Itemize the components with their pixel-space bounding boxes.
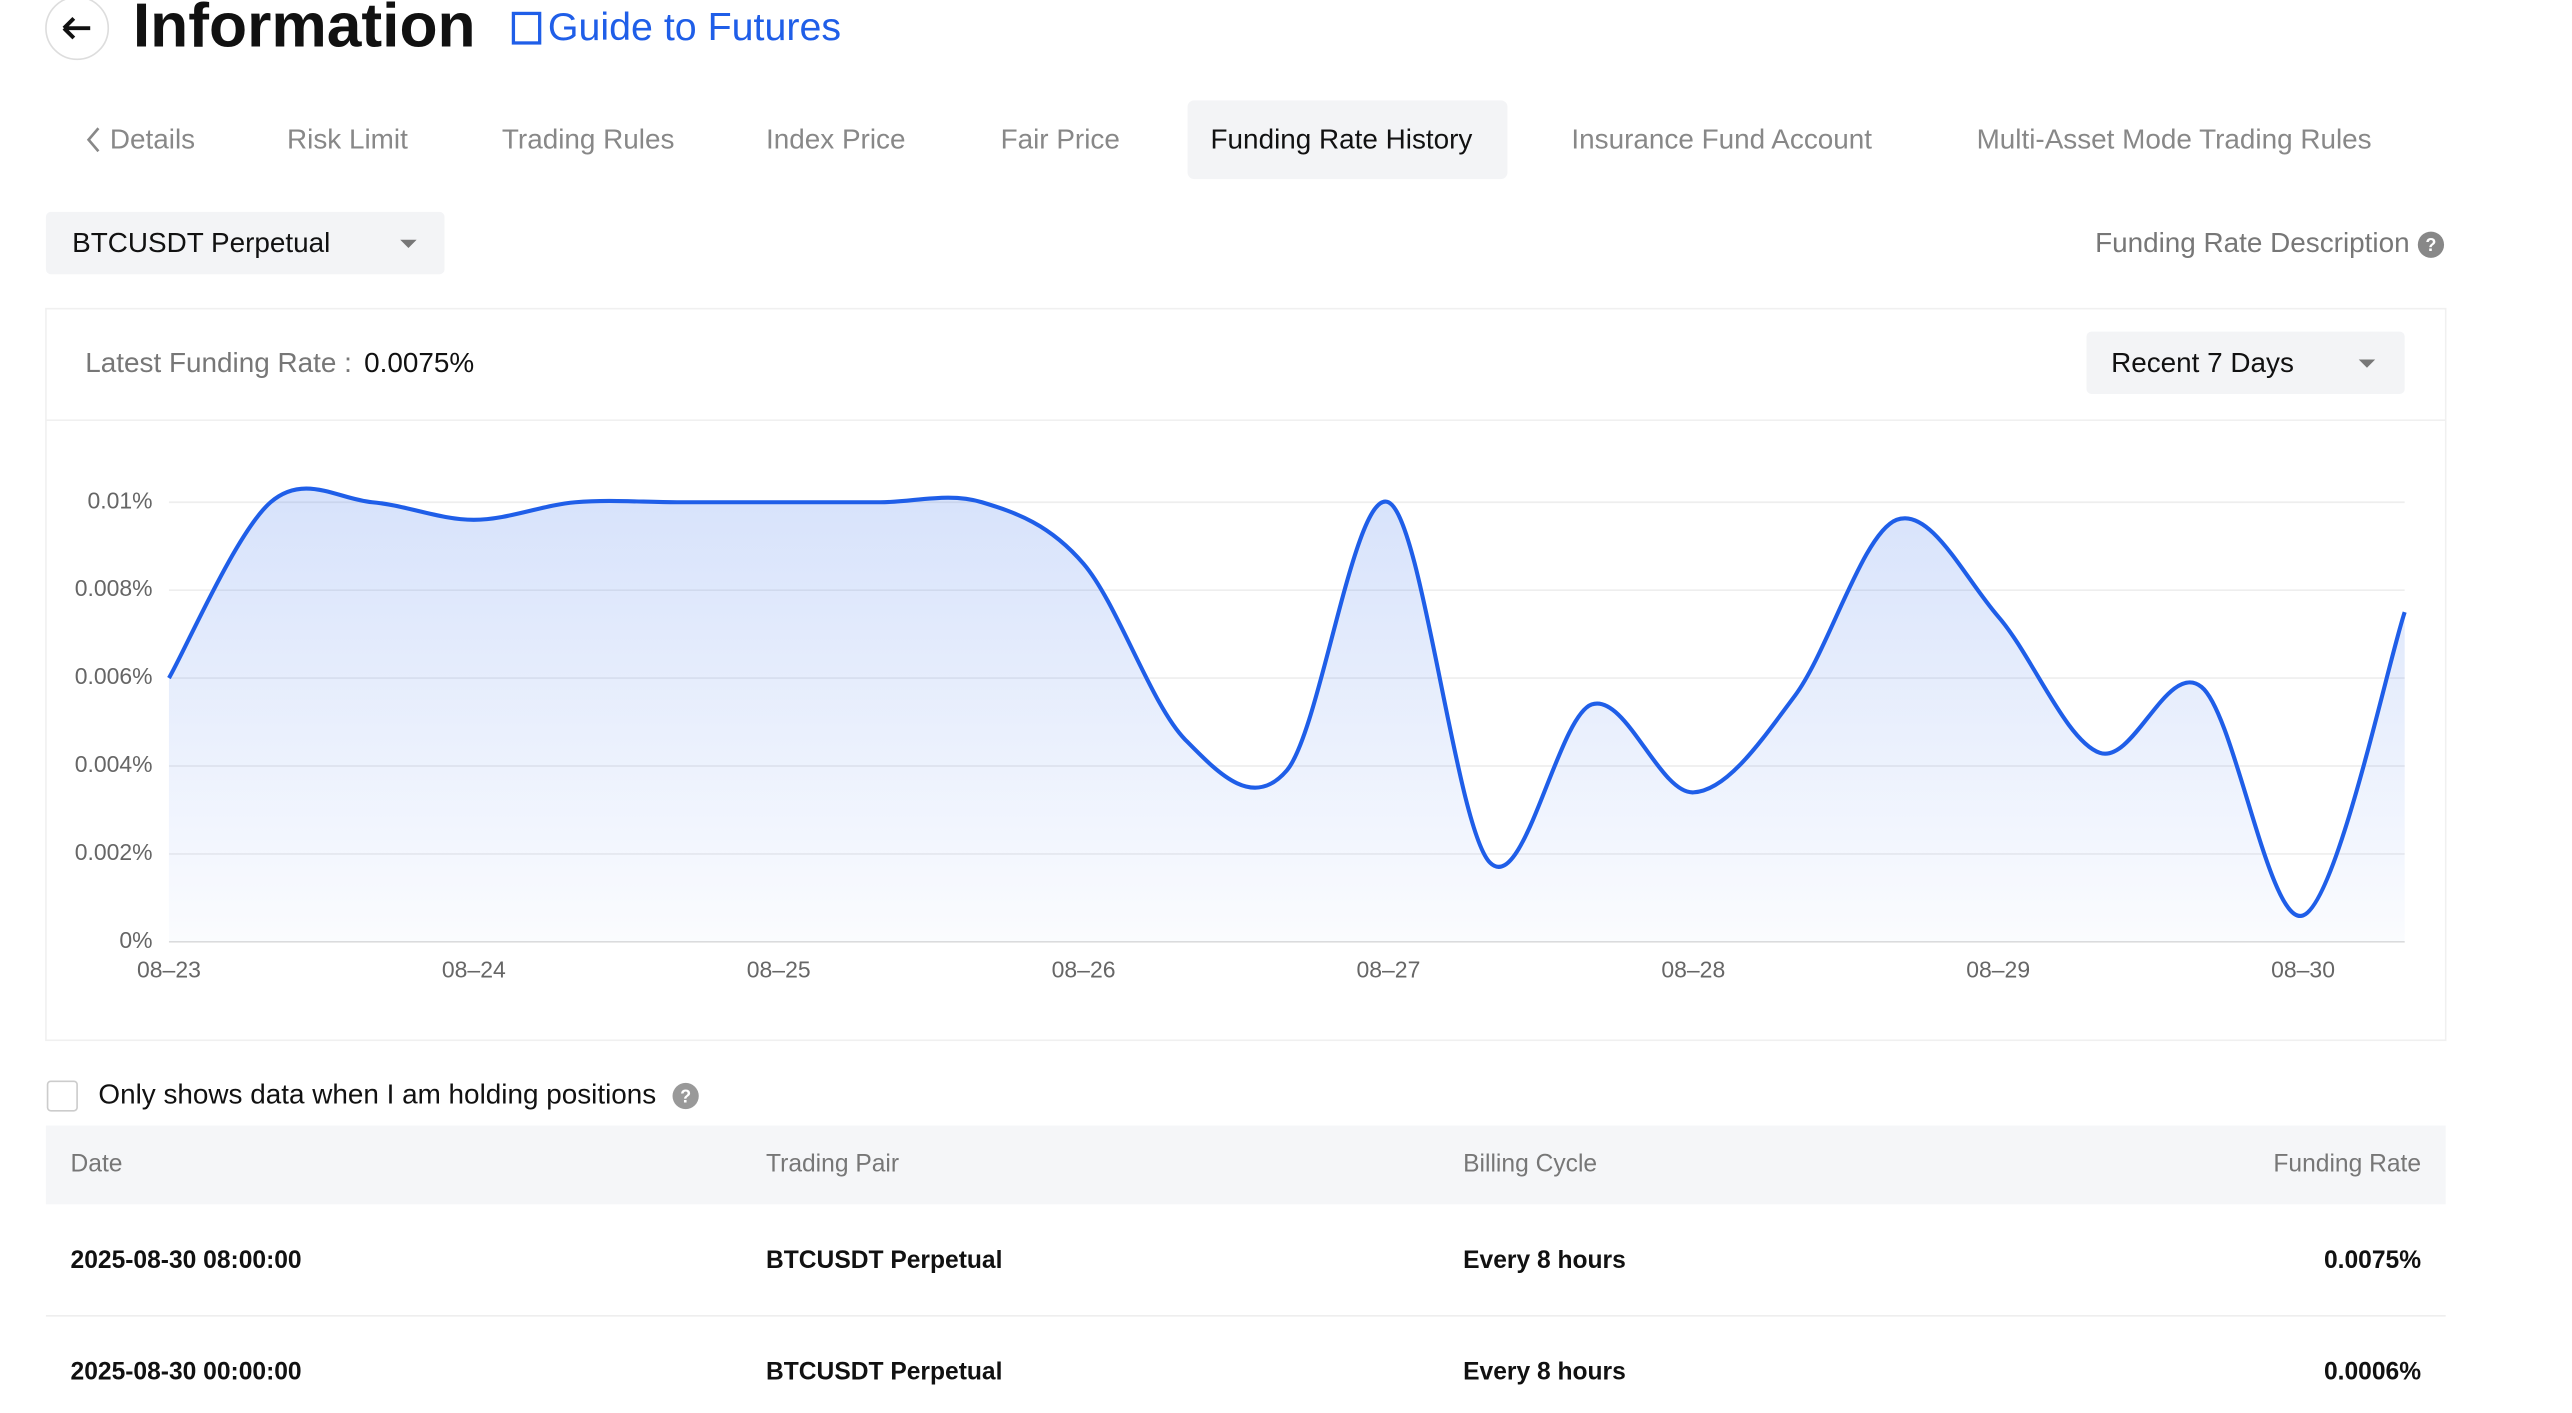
x-tick-label: 08–29: [1966, 956, 2030, 982]
x-tick-label: 08–23: [137, 956, 201, 982]
tab-scroll-left: [86, 127, 100, 153]
line: [167, 486, 2407, 918]
symbol-select[interactable]: [45, 211, 445, 275]
table: Date Trading Pair Billing Cycle Funding Rat…: [71, 1150, 2422, 1385]
help-icon: [672, 1082, 699, 1110]
tab[interactable]: Risk Limit: [287, 124, 408, 155]
table-cell: 0.0006%: [2324, 1359, 2421, 1386]
column-header: Trading Pair: [766, 1150, 899, 1177]
x-tick-label: 08–27: [1357, 956, 1421, 982]
y-tick-label: 0%: [119, 927, 152, 953]
description-link[interactable]: Funding Rate Description: [2095, 227, 2410, 258]
latest-value: 0.0075%: [364, 347, 474, 378]
tab[interactable]: Trading Rules: [502, 124, 675, 155]
table-cell: BTCUSDT Perpetual: [766, 1247, 1002, 1274]
y-tick-label: 0.004%: [75, 751, 153, 777]
dropdown-arrow: [2358, 359, 2376, 368]
latest-label: Latest Funding Rate :: [85, 347, 352, 378]
x-tick-label: 08–26: [1052, 956, 1116, 982]
back-icon: [62, 16, 91, 40]
chart: 0% 0.002% 0.004% 0.006% 0.008% 0.01% 08–23 08–2…: [75, 486, 2407, 982]
checkbox[interactable]: [46, 1080, 78, 1112]
help-icon: [2417, 231, 2445, 258]
area-fill: [168, 488, 2405, 942]
y-tick-label: 0.01%: [87, 487, 152, 513]
tab[interactable]: Index Price: [766, 124, 905, 155]
range-select[interactable]: [2086, 331, 2405, 394]
column-header: Funding Rate: [2273, 1150, 2421, 1177]
column-header: Date: [71, 1150, 123, 1177]
y-tick-label: 0.006%: [75, 663, 153, 689]
table-cell: 2025-08-30 08:00:00: [71, 1247, 302, 1274]
table-header: [45, 1125, 2446, 1205]
table-cell: 0.0075%: [2324, 1247, 2421, 1274]
guide-icon: [511, 11, 542, 45]
x-tick-label: 08–28: [1661, 956, 1725, 982]
table-cell: BTCUSDT Perpetual: [766, 1359, 1002, 1386]
table-cell: 2025-08-30 00:00:00: [71, 1359, 302, 1386]
tab-bar: Details Risk Limit Trading Rules Index Pric…: [86, 100, 2372, 180]
tab[interactable]: Insurance Fund Account: [1571, 124, 1872, 155]
table-cell: Every 8 hours: [1463, 1247, 1626, 1274]
tab[interactable]: Funding Rate History: [1211, 124, 1473, 155]
tab[interactable]: Details: [110, 124, 195, 155]
range-select-text: Recent 7 Days: [2111, 347, 2294, 378]
checkbox-label[interactable]: Only shows data when I am holding positi…: [98, 1078, 656, 1109]
x-tick-label: 08–24: [442, 956, 506, 982]
symbol-select-text: BTCUSDT Perpetual: [72, 227, 330, 258]
x-tick-label: 08–25: [747, 956, 811, 982]
y-tick-label: 0.008%: [75, 575, 153, 601]
table-cell: Every 8 hours: [1463, 1359, 1626, 1386]
y-tick-label: 0.002%: [75, 839, 153, 865]
guide-link[interactable]: Guide to Futures: [548, 5, 841, 49]
page-title: Information: [133, 0, 476, 60]
column-header: Billing Cycle: [1463, 1150, 1597, 1177]
dropdown-arrow: [400, 239, 417, 248]
active-tab-bg: [1187, 100, 1508, 180]
x-tick-label: 08–30: [2271, 956, 2335, 982]
help-icon-glyph: ?: [680, 1086, 691, 1106]
tab[interactable]: Fair Price: [1001, 124, 1120, 155]
help-icon-glyph: ?: [2425, 235, 2436, 255]
tab[interactable]: Multi-Asset Mode Trading Rules: [1977, 124, 2372, 155]
